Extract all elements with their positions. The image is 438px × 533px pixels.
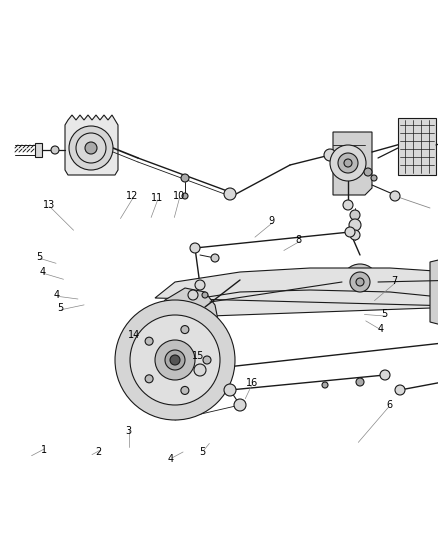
Circle shape bbox=[390, 191, 400, 201]
Circle shape bbox=[380, 370, 390, 380]
Circle shape bbox=[130, 315, 220, 405]
Text: 12: 12 bbox=[126, 191, 138, 201]
Text: 2: 2 bbox=[95, 447, 102, 457]
Circle shape bbox=[51, 146, 59, 154]
Polygon shape bbox=[65, 115, 118, 175]
Circle shape bbox=[188, 290, 198, 300]
Circle shape bbox=[170, 355, 180, 365]
Text: 3: 3 bbox=[125, 426, 131, 435]
Text: 16: 16 bbox=[246, 378, 258, 387]
Circle shape bbox=[349, 219, 361, 231]
Polygon shape bbox=[35, 143, 42, 157]
Circle shape bbox=[350, 272, 370, 292]
Text: 10: 10 bbox=[173, 191, 185, 201]
Circle shape bbox=[145, 375, 153, 383]
Circle shape bbox=[342, 264, 378, 300]
Circle shape bbox=[356, 278, 364, 286]
Circle shape bbox=[181, 386, 189, 394]
Circle shape bbox=[371, 175, 377, 181]
Circle shape bbox=[69, 126, 113, 170]
Circle shape bbox=[324, 149, 336, 161]
Circle shape bbox=[165, 350, 185, 370]
Polygon shape bbox=[398, 118, 436, 175]
Text: 11: 11 bbox=[151, 193, 163, 203]
Text: 4: 4 bbox=[378, 324, 384, 334]
Text: 13: 13 bbox=[43, 200, 55, 210]
Text: 6: 6 bbox=[386, 400, 392, 410]
Circle shape bbox=[195, 280, 205, 290]
Text: 5: 5 bbox=[381, 310, 388, 319]
Text: 1: 1 bbox=[41, 446, 47, 455]
Polygon shape bbox=[155, 268, 438, 328]
Text: 5: 5 bbox=[36, 252, 42, 262]
Circle shape bbox=[322, 382, 328, 388]
Text: 5: 5 bbox=[57, 303, 64, 313]
Text: 7: 7 bbox=[391, 277, 397, 286]
Circle shape bbox=[52, 147, 58, 153]
Text: 15: 15 bbox=[192, 351, 204, 361]
Circle shape bbox=[344, 159, 352, 167]
Circle shape bbox=[224, 188, 236, 200]
Circle shape bbox=[364, 168, 372, 176]
Circle shape bbox=[224, 384, 236, 396]
Text: 8: 8 bbox=[296, 235, 302, 245]
Text: 4: 4 bbox=[54, 290, 60, 300]
Circle shape bbox=[76, 133, 106, 163]
Circle shape bbox=[395, 385, 405, 395]
Circle shape bbox=[145, 337, 153, 345]
Text: 14: 14 bbox=[127, 330, 140, 340]
Circle shape bbox=[203, 356, 211, 364]
Polygon shape bbox=[430, 250, 438, 335]
Circle shape bbox=[182, 193, 188, 199]
Circle shape bbox=[202, 292, 208, 298]
Circle shape bbox=[190, 243, 200, 253]
Circle shape bbox=[345, 227, 355, 237]
Circle shape bbox=[181, 326, 189, 334]
Circle shape bbox=[115, 300, 235, 420]
Circle shape bbox=[234, 399, 246, 411]
Circle shape bbox=[338, 153, 358, 173]
Text: 9: 9 bbox=[268, 216, 275, 226]
Circle shape bbox=[330, 145, 366, 181]
Polygon shape bbox=[158, 288, 218, 362]
Circle shape bbox=[350, 210, 360, 220]
Circle shape bbox=[350, 230, 360, 240]
Circle shape bbox=[211, 254, 219, 262]
Polygon shape bbox=[333, 132, 372, 195]
Circle shape bbox=[181, 174, 189, 182]
Text: 5: 5 bbox=[200, 447, 206, 457]
Circle shape bbox=[85, 142, 97, 154]
Circle shape bbox=[194, 364, 206, 376]
Circle shape bbox=[356, 378, 364, 386]
Text: 4: 4 bbox=[40, 267, 46, 277]
Circle shape bbox=[155, 340, 195, 380]
Text: 4: 4 bbox=[168, 455, 174, 464]
Circle shape bbox=[343, 200, 353, 210]
